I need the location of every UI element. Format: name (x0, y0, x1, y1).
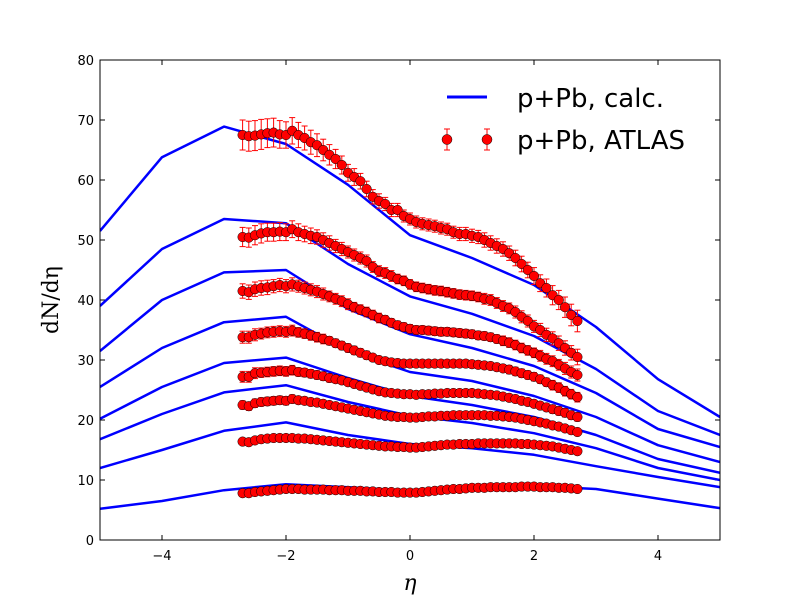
data-point-series-1 (566, 309, 577, 321)
y-tick-label: 70 (77, 114, 94, 129)
y-axis-label: dN/dη (39, 266, 64, 334)
data-point-series-3 (572, 369, 583, 381)
calc-line-3 (100, 268, 720, 449)
x-tick-label: −2 (276, 549, 295, 564)
y-tick-label: 20 (77, 414, 94, 429)
data-point-series-1 (559, 302, 571, 313)
calc-line-4 (100, 315, 720, 464)
y-tick-label: 40 (77, 294, 94, 309)
data-point-series-1 (522, 264, 533, 276)
data-point-series-1 (392, 204, 403, 216)
x-tick-label: 0 (406, 549, 414, 564)
legend: p+Pb, calc. p+Pb, ATLAS (441, 84, 685, 156)
y-tick-label: 30 (77, 354, 94, 369)
data-point-series-7 (572, 446, 583, 457)
y-tick-label: 50 (77, 234, 94, 249)
data-point-series-1 (355, 176, 366, 187)
data-point-series-4 (572, 392, 583, 403)
legend-label-calc: p+Pb, calc. (517, 84, 664, 114)
calc-line-2 (100, 217, 720, 437)
data-point-series-6 (572, 426, 583, 438)
data-point-series-1 (361, 183, 372, 195)
y-tick-label: 80 (77, 54, 94, 69)
x-axis-label: η (403, 571, 416, 596)
legend-marker-swatch (441, 128, 493, 151)
data-point-series-5 (572, 411, 583, 423)
data-point-series-1 (541, 282, 552, 294)
plot-area (100, 60, 720, 540)
y-tick-label: 60 (77, 174, 94, 189)
data-point-series-2 (361, 255, 372, 267)
data-point-series-1 (510, 252, 521, 264)
x-tick-label: 2 (530, 549, 538, 564)
x-tick-label: 4 (654, 549, 662, 564)
plot-frame (99, 59, 721, 541)
y-tick-label: 10 (77, 474, 94, 489)
x-tick-label: −4 (152, 549, 171, 564)
data-point-series-1 (528, 270, 540, 282)
calc-line-1 (100, 125, 720, 419)
data-point-series-1 (330, 153, 341, 165)
data-point-series-1 (572, 315, 583, 327)
data-point-series-8 (572, 483, 583, 495)
y-tick-label: 0 (86, 534, 94, 549)
data-point-series-1 (336, 159, 347, 171)
data-point-series-2 (572, 351, 583, 363)
data-points-layer (237, 125, 583, 499)
data-point-series-1 (516, 258, 527, 270)
legend-label-atlas: p+Pb, ATLAS (517, 126, 685, 156)
data-point-series-1 (380, 198, 391, 210)
data-point-series-1 (553, 294, 564, 306)
